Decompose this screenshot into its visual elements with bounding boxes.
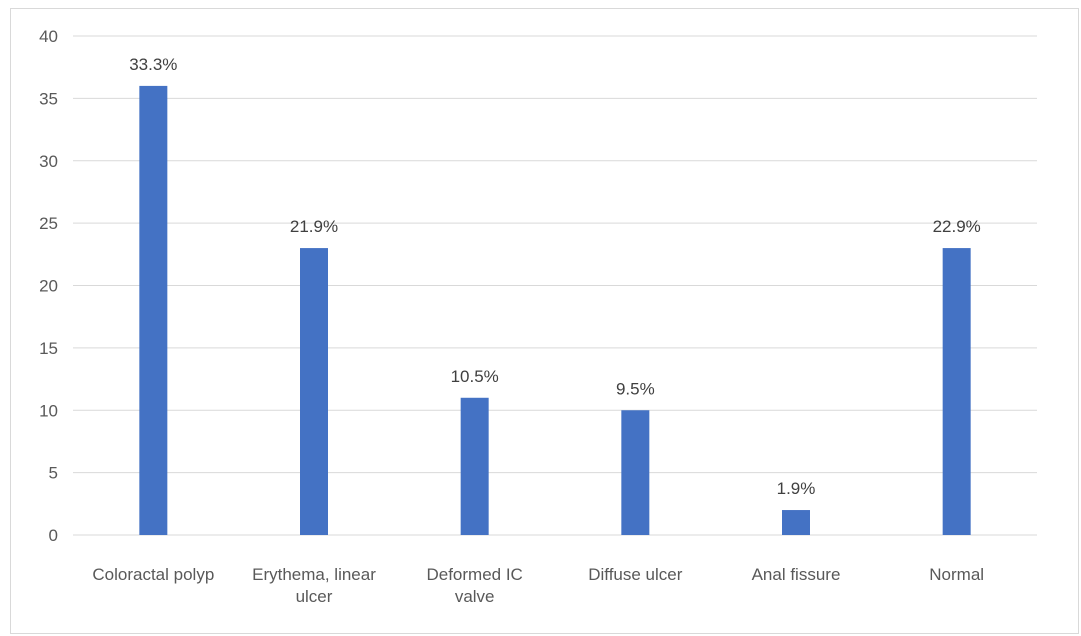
- x-axis-labels: Coloractal polyp Erythema, linear ulcer Def…: [92, 565, 984, 606]
- x-category-label: Coloractal polyp: [92, 565, 214, 584]
- x-category-label-line: ulcer: [296, 587, 333, 606]
- bar: [782, 510, 810, 535]
- data-label: 1.9%: [777, 479, 816, 498]
- data-label: 22.9%: [933, 217, 981, 236]
- data-labels: 33.3% 21.9% 10.5% 9.5% 1.9% 22.9%: [129, 55, 981, 498]
- gridlines: [73, 35, 1037, 536]
- x-category-label-line: Anal fissure: [752, 565, 841, 584]
- bar: [139, 85, 168, 536]
- y-tick-label: 10: [39, 401, 58, 420]
- bar: [621, 410, 650, 535]
- x-category-label: Diffuse ulcer: [588, 565, 683, 584]
- y-tick-label: 5: [49, 464, 58, 483]
- y-tick-label: 40: [39, 27, 58, 46]
- data-label: 21.9%: [290, 217, 338, 236]
- x-category-label: Deformed IC valve: [426, 565, 522, 606]
- y-tick-label: 30: [39, 152, 58, 171]
- y-axis-ticks: 0 5 10 15 20 25 30 35 40: [39, 27, 58, 545]
- x-category-label-line: Deformed IC: [426, 565, 522, 584]
- y-tick-label: 15: [39, 339, 58, 358]
- x-category-label-line: Diffuse ulcer: [588, 565, 683, 584]
- bar: [460, 397, 489, 535]
- x-category-label-line: Coloractal polyp: [92, 565, 214, 584]
- x-category-label: Anal fissure: [752, 565, 841, 584]
- data-label: 33.3%: [129, 55, 177, 74]
- data-label: 9.5%: [616, 379, 655, 398]
- x-category-label-line: valve: [455, 587, 495, 606]
- y-tick-label: 20: [39, 277, 58, 296]
- x-category-label: Erythema, linear ulcer: [252, 565, 376, 606]
- bar: [300, 248, 328, 535]
- x-category-label: Normal: [929, 565, 984, 584]
- y-tick-label: 35: [39, 89, 58, 108]
- x-category-label-line: Normal: [929, 565, 984, 584]
- y-tick-label: 0: [49, 526, 58, 545]
- bar: [942, 248, 971, 535]
- data-label: 10.5%: [451, 367, 499, 386]
- x-category-label-line: Erythema, linear: [252, 565, 376, 584]
- bars: [139, 85, 971, 536]
- chart-frame: [10, 8, 1079, 634]
- y-tick-label: 25: [39, 214, 58, 233]
